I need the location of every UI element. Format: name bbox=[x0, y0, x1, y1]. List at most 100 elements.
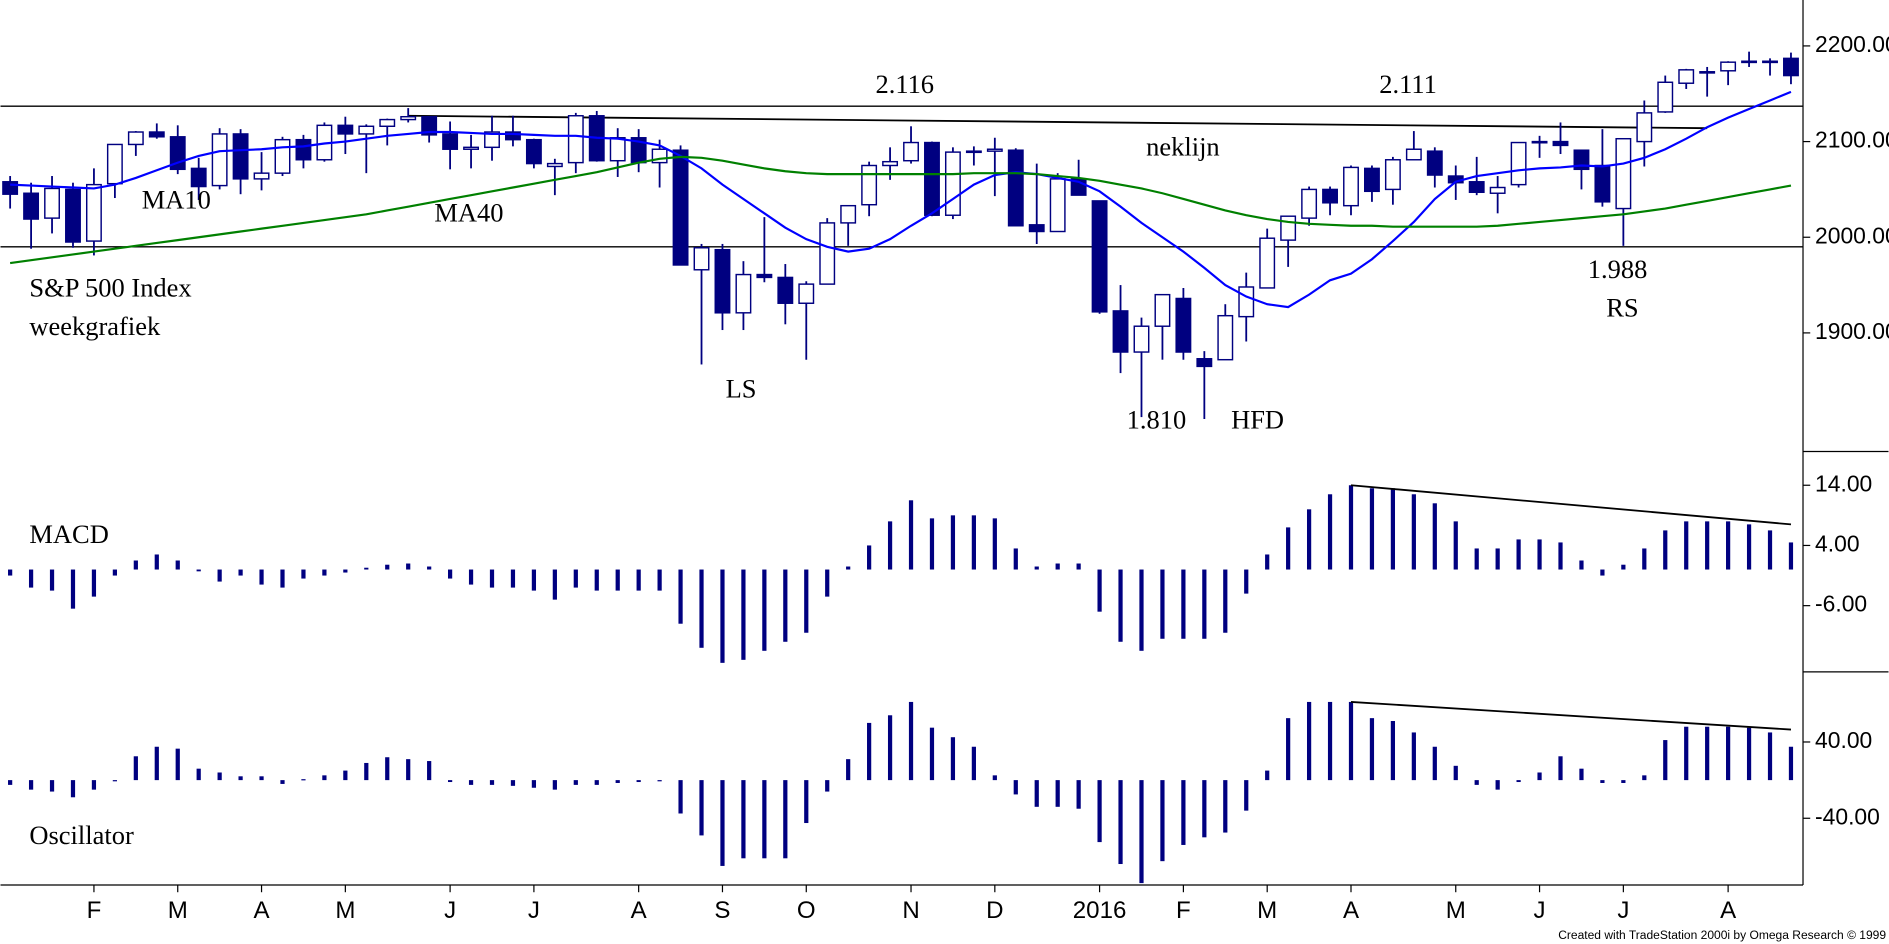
candle-body bbox=[1301, 188, 1318, 219]
candle-body bbox=[1636, 112, 1653, 143]
histogram-bar bbox=[720, 780, 725, 866]
candle-body bbox=[127, 131, 144, 146]
histogram-bar bbox=[49, 569, 55, 591]
histogram-bar bbox=[867, 722, 872, 781]
candle-body bbox=[798, 283, 815, 304]
histogram-bar bbox=[1558, 756, 1563, 781]
histogram-bar bbox=[594, 780, 599, 785]
histogram-bar bbox=[1306, 701, 1312, 781]
histogram-bar bbox=[531, 569, 537, 591]
histogram-bar bbox=[280, 780, 285, 784]
candle-body bbox=[148, 131, 165, 138]
histogram-bar bbox=[1411, 494, 1416, 570]
histogram-bar bbox=[1705, 726, 1710, 781]
histogram-bar bbox=[1746, 524, 1752, 570]
histogram-bar bbox=[447, 569, 453, 579]
histogram-bar bbox=[1411, 732, 1416, 781]
candle-body bbox=[358, 125, 375, 135]
histogram-bar bbox=[364, 762, 369, 781]
histogram-bar bbox=[636, 780, 641, 783]
candle-body bbox=[1049, 178, 1066, 233]
histogram-bar bbox=[196, 768, 201, 781]
candle-body bbox=[1426, 150, 1443, 176]
histogram-bar bbox=[741, 569, 746, 660]
histogram-bar bbox=[196, 569, 201, 572]
histogram-bar bbox=[1495, 548, 1500, 570]
histogram-bar bbox=[49, 780, 55, 792]
histogram-bar bbox=[1705, 521, 1710, 570]
histogram-bar bbox=[1076, 563, 1081, 570]
histogram-bar bbox=[1139, 569, 1144, 651]
candle-body bbox=[295, 138, 312, 161]
histogram-bar bbox=[1453, 765, 1458, 781]
candle-body bbox=[190, 167, 207, 188]
histogram-bar bbox=[1369, 488, 1375, 570]
candle-body bbox=[1573, 149, 1590, 171]
candle-body bbox=[253, 172, 270, 180]
trendline bbox=[1350, 484, 1792, 526]
histogram-bar bbox=[531, 780, 537, 788]
candle-body bbox=[1384, 159, 1401, 191]
x-tick-label: M bbox=[335, 897, 355, 924]
candle-body bbox=[400, 115, 417, 121]
histogram-bar bbox=[1118, 780, 1123, 865]
histogram-bar bbox=[1537, 772, 1542, 781]
histogram-bar bbox=[1327, 701, 1333, 781]
histogram-bar bbox=[238, 776, 243, 781]
histogram-bar bbox=[1202, 780, 1207, 838]
histogram-bar bbox=[699, 780, 704, 836]
candle-body bbox=[1175, 297, 1192, 353]
annotation: LS bbox=[726, 373, 757, 403]
histogram-bar bbox=[8, 780, 13, 785]
histogram-bar bbox=[783, 780, 788, 859]
histogram-bar bbox=[1076, 780, 1081, 809]
histogram-bar bbox=[1516, 539, 1521, 570]
candle-body bbox=[1091, 200, 1108, 313]
trendline bbox=[1350, 701, 1792, 731]
histogram-bar bbox=[406, 563, 411, 570]
candle-body bbox=[1741, 60, 1758, 64]
histogram-bar bbox=[427, 566, 432, 570]
histogram-bar bbox=[385, 757, 390, 781]
histogram-bar bbox=[929, 727, 935, 781]
histogram-bar bbox=[343, 770, 348, 781]
candle-body bbox=[777, 276, 794, 304]
histogram-bar bbox=[1181, 780, 1186, 845]
histogram-bar bbox=[1181, 569, 1186, 639]
histogram-bar bbox=[678, 569, 683, 624]
candle-body bbox=[1007, 149, 1024, 227]
histogram-bar bbox=[699, 569, 704, 648]
x-tick-label: F bbox=[87, 897, 102, 924]
histogram-bar bbox=[1034, 780, 1039, 807]
annotation: 1.810 bbox=[1127, 405, 1187, 435]
histogram-bar bbox=[364, 567, 369, 570]
candle-body bbox=[106, 143, 123, 185]
x-tick-label: M bbox=[168, 897, 188, 924]
histogram-bar bbox=[468, 780, 474, 785]
histogram-bar bbox=[1244, 569, 1249, 594]
candle-body bbox=[609, 137, 626, 162]
histogram-bar bbox=[1726, 521, 1731, 570]
histogram-bar bbox=[636, 569, 641, 591]
x-tick-label: A bbox=[1343, 897, 1360, 924]
histogram-bar bbox=[1034, 566, 1039, 570]
annotation: 2.116 bbox=[875, 69, 934, 99]
candle-body bbox=[1552, 140, 1569, 147]
candle-body bbox=[1594, 164, 1611, 203]
candle-body bbox=[819, 222, 836, 285]
annotation: 1.988 bbox=[1588, 254, 1648, 284]
histogram-bar bbox=[1788, 746, 1794, 781]
candle-body bbox=[1280, 215, 1297, 241]
histogram-bar bbox=[1767, 732, 1773, 781]
histogram-bar bbox=[259, 569, 264, 585]
histogram-bar bbox=[1684, 521, 1689, 570]
candle-body bbox=[505, 131, 521, 141]
candle-body bbox=[442, 133, 459, 150]
histogram-bar bbox=[154, 746, 159, 781]
histogram-bar bbox=[1055, 780, 1060, 807]
candle-body bbox=[1364, 167, 1380, 193]
histogram-bar bbox=[1684, 726, 1689, 781]
candle-body bbox=[525, 138, 542, 165]
histogram-bar bbox=[1306, 509, 1312, 570]
